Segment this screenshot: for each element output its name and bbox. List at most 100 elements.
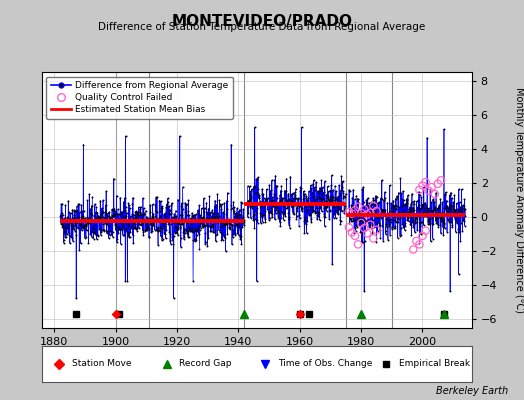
Point [58,210,67,216]
Point [442,207,450,214]
Point [424,188,433,194]
Point [277,196,286,203]
Point [366,202,374,209]
Point [365,222,374,228]
Point [336,191,344,197]
Point [270,176,279,183]
Point [395,209,403,215]
Point [91,201,99,207]
Point [129,212,138,218]
Point [215,197,224,204]
Point [378,206,386,213]
Point [295,212,303,218]
Point [178,221,186,227]
Point [273,183,281,190]
Point [345,205,353,211]
Point [214,217,222,223]
Point [400,211,409,218]
Point [131,209,139,215]
Point [205,211,213,218]
Point [213,217,222,223]
Point [205,216,214,222]
Point [428,214,436,221]
Point [64,225,72,231]
Point [151,202,160,208]
Point [74,225,82,232]
Point [150,218,158,224]
Point [130,215,138,222]
Point [244,198,252,204]
Point [73,214,82,220]
Point [90,217,98,224]
Point [275,210,283,216]
Point [433,206,442,212]
Point [405,218,413,224]
Point [210,208,219,215]
Point [339,178,347,184]
Point [111,222,119,228]
Point [58,201,66,207]
Point [363,212,372,218]
Point [368,230,377,236]
Point [459,217,467,223]
Point [90,213,99,219]
Point [199,224,207,230]
Point [423,210,432,217]
Point [179,236,188,242]
Point [443,216,452,223]
Point [416,191,424,198]
Point [270,207,279,214]
Point [268,214,276,221]
Point [326,194,334,201]
Point [143,222,151,228]
Point [357,214,365,220]
Point [77,240,85,246]
Point [135,220,144,227]
Point [294,202,302,208]
Point [152,216,161,222]
Point [125,234,134,240]
Point [251,183,259,189]
Point [313,216,321,222]
Point [148,212,157,219]
Point [115,210,123,217]
Point [310,193,318,199]
Point [387,205,396,212]
Point [440,126,448,132]
Point [370,209,378,215]
Point [348,210,356,217]
Point [296,214,304,221]
Point [333,201,341,207]
Point [66,216,74,222]
Point [346,214,355,220]
Point [118,208,127,215]
Point [211,214,219,220]
Point [131,225,139,231]
Point [291,196,299,202]
Point [146,209,155,215]
Point [182,217,190,224]
Point [141,207,150,214]
Point [271,202,279,208]
Point [372,201,380,208]
Point [396,212,405,218]
Point [170,228,179,235]
Point [433,205,442,211]
Point [404,215,412,222]
Point [252,209,260,215]
Point [96,226,104,232]
Point [61,221,70,227]
Point [363,230,372,236]
Point [221,235,229,241]
Point [419,209,428,215]
Point [373,194,381,200]
Point [165,203,173,209]
Point [456,220,465,226]
Point [369,196,378,203]
Point [73,219,81,225]
Point [144,223,152,230]
Point [399,224,408,231]
Point [458,212,466,219]
Point [239,206,247,212]
Point [307,216,315,223]
